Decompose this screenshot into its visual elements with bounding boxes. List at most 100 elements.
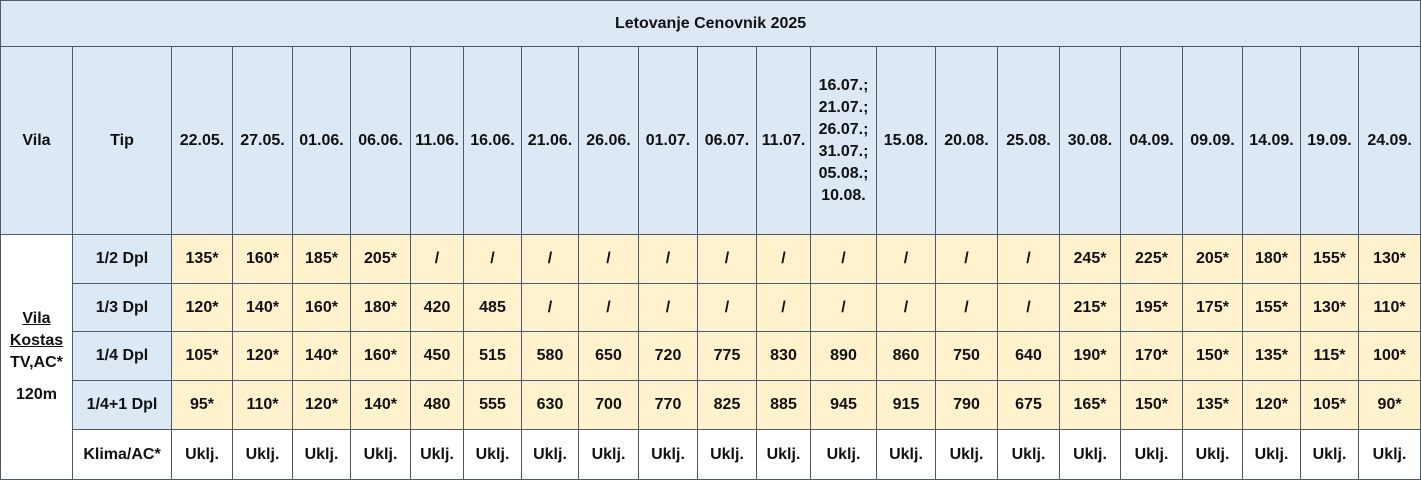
price-cell: 555 [463,380,522,430]
date-header: 25.08. [997,46,1060,235]
price-cell: 915 [876,380,936,430]
table-row: 1/4+1 Dpl 95* 110* 120* 140* 480 555 630 700 770 8… [1,380,1421,430]
price-cell: 140* [232,283,293,332]
price-cell: 140* [350,380,411,430]
price-cell: 185* [292,234,351,284]
price-cell: / [410,234,464,284]
price-cell: / [578,234,639,284]
price-cell: 215* [1059,283,1121,332]
villa-link[interactable]: Vila Kostas [9,310,64,349]
date-header: 01.07. [638,46,698,235]
date-header: 14.09. [1242,46,1301,235]
price-cell: 640 [997,331,1060,381]
price-cell: 700 [578,380,639,430]
price-cell: 160* [350,331,411,381]
price-cell: 190* [1059,331,1121,381]
table-title: Letovanje Cenovnik 2025 [0,0,1421,47]
price-cell: 860 [876,331,936,381]
price-cell: / [876,234,936,284]
date-header: 06.06. [350,46,411,235]
price-cell: 720 [638,331,698,381]
price-cell: 790 [935,380,998,430]
price-cell: 205* [350,234,411,284]
price-cell: 90* [1357,380,1421,430]
price-cell: / [997,234,1060,284]
price-cell: 885 [756,380,811,430]
price-cell: 515 [463,331,522,381]
price-cell: / [638,283,698,332]
date-header: 15.08. [876,46,936,235]
price-cell: / [935,234,998,284]
price-cell: 650 [578,331,639,381]
price-cell: 180* [1242,234,1301,284]
price-cell: Uklj. [1300,429,1359,480]
price-cell: 480 [410,380,464,430]
price-cell: 155* [1242,283,1301,332]
date-header: 21.06. [521,46,579,235]
price-cell: 100* [1357,331,1421,381]
price-cell: Uklj. [697,429,757,480]
price-cell: Uklj. [292,429,351,480]
price-cell: 120* [232,331,293,381]
price-cell: Uklj. [935,429,998,480]
date-header: 22.05. [171,46,233,235]
date-header: 16.07.; 21.07.; 26.07.; 31.07.; 05.08.; … [810,46,877,235]
price-cell: / [810,283,877,332]
price-cell: 150* [1182,331,1243,381]
date-header: 19.09. [1300,46,1359,235]
price-cell: Uklj. [997,429,1060,480]
price-cell: / [521,234,579,284]
header-cell: Vila [0,46,73,235]
table-row: Letovanje Cenovnik 2025 [0,0,1421,47]
price-cell: 105* [1300,380,1359,430]
date-header: 30.08. [1059,46,1121,235]
price-cell: 155* [1300,234,1359,284]
table-row: 1/4 Dpl 105* 120* 140* 160* 450 515 580 650 720 77… [1,331,1421,381]
price-cell: / [578,283,639,332]
price-cell: 775 [697,331,757,381]
price-cell: Uklj. [521,429,579,480]
villa-features: TV,AC* [10,354,63,371]
price-cell: 135* [1182,380,1243,430]
room-type: 1/3 Dpl [72,283,172,332]
date-header: 09.09. [1182,46,1243,235]
price-cell: 160* [232,234,293,284]
price-cell: Uklj. [350,429,411,480]
date-header: 24.09. [1357,46,1421,235]
price-cell: 120* [171,283,233,332]
price-cell: / [697,234,757,284]
date-header: 11.07. [756,46,811,235]
price-cell: 195* [1120,283,1183,332]
price-cell: / [521,283,579,332]
price-cell: Uklj. [1357,429,1421,480]
price-cell: 420 [410,283,464,332]
date-header: 20.08. [935,46,998,235]
price-cell: Uklj. [1120,429,1183,480]
date-header: 27.05. [232,46,293,235]
price-cell: 675 [997,380,1060,430]
price-cell: / [638,234,698,284]
price-cell: 890 [810,331,877,381]
price-cell: 450 [410,331,464,381]
price-cell: Uklj. [876,429,936,480]
date-header: 26.06. [578,46,639,235]
price-cell: / [997,283,1060,332]
price-cell: / [756,234,811,284]
price-cell: 130* [1357,234,1421,284]
price-cell: 160* [292,283,351,332]
price-cell: / [810,234,877,284]
price-cell: Uklj. [810,429,877,480]
table-row: Vila Kostas TV,AC* 120m 1/2 Dpl 135* 160* 185*… [0,234,1421,480]
price-cell: Uklj. [578,429,639,480]
table-row: Klima/AC* Uklj. Uklj. Uklj. Uklj. Uklj. Uklj. U… [1,429,1421,480]
price-cell: 95* [171,380,233,430]
header-cell: Tip [72,46,172,235]
price-cell: 140* [292,331,351,381]
price-cell: 485 [463,283,522,332]
price-cell: Uklj. [638,429,698,480]
villa-cell: Vila Kostas TV,AC* 120m [0,234,73,480]
price-cell: 630 [521,380,579,430]
price-cell: 165* [1059,380,1121,430]
